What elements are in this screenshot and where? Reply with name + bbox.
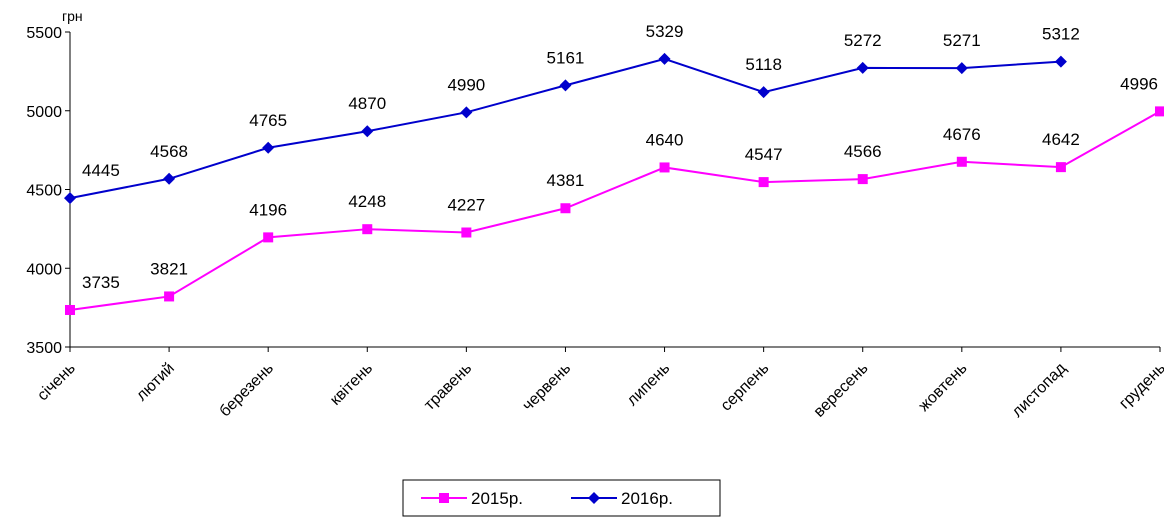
data-point [856, 61, 869, 74]
axes [69, 32, 1160, 348]
data-point [758, 177, 769, 188]
x-tick-label: лютий [133, 360, 178, 405]
data-point [361, 125, 374, 138]
data-point [164, 291, 175, 302]
x-tick-label: листопад [1009, 359, 1070, 420]
y-tick-label: 5000 [26, 104, 62, 121]
x-tick-label: березень [217, 360, 278, 421]
x-tick-label: грудень [1116, 360, 1164, 413]
series-0: 3735 3821 4196 4248 4227 4381 4640 4547 4566 4676… [65, 74, 1164, 315]
data-point [362, 224, 373, 235]
data-point [1055, 162, 1066, 173]
data-label: 4227 [447, 195, 485, 214]
x-tick-label: липень [624, 360, 674, 410]
data-point [659, 162, 670, 173]
data-label: 5272 [844, 31, 882, 50]
data-label: 5329 [646, 22, 684, 41]
x-tick-label: січень [34, 360, 79, 405]
data-label: 4765 [249, 111, 287, 130]
data-point [65, 304, 75, 315]
data-label: 5271 [943, 31, 981, 50]
data-label: 4445 [82, 161, 120, 180]
series-1: 4445 4568 4765 4870 4990 5161 5329 5118 5272 5271… [64, 22, 1080, 205]
y-tick-label: 4000 [26, 261, 62, 278]
y-axis-ticks: 3500 4000 4500 5000 5500 [26, 25, 70, 357]
legend-item: 2015р. [421, 489, 523, 508]
data-label: 4676 [943, 125, 981, 144]
data-label: 4547 [745, 145, 783, 164]
data-label: 3821 [150, 259, 188, 278]
x-tick-label: червень [519, 360, 574, 415]
data-label: 5161 [547, 48, 585, 67]
y-tick-label: 4500 [26, 183, 62, 200]
data-point [64, 192, 76, 205]
x-tick-label: вересень [811, 360, 872, 421]
data-point [1155, 106, 1164, 117]
data-label: 4990 [447, 75, 485, 94]
data-point [857, 174, 868, 185]
legend-item: 2016р. [571, 489, 673, 508]
legend-marker [588, 492, 600, 504]
data-point [461, 227, 472, 238]
data-label: 4640 [646, 130, 684, 149]
x-tick-label: серпень [718, 360, 773, 415]
data-label: 4381 [547, 171, 585, 190]
x-tick-label: жовтень [916, 360, 971, 415]
data-label: 4996 [1120, 74, 1158, 93]
x-axis-ticks: січень лютий березень квітень травень червень… [34, 347, 1164, 421]
data-label: 4642 [1042, 130, 1080, 149]
data-label: 4566 [844, 142, 882, 161]
data-label: 4568 [150, 142, 188, 161]
x-tick-label: квітень [327, 360, 376, 409]
data-label: 4196 [249, 200, 287, 219]
data-point [956, 156, 967, 167]
y-axis-unit-label: грн [62, 8, 83, 24]
data-label: 4248 [348, 192, 386, 211]
data-point [163, 172, 176, 185]
data-point [1054, 55, 1067, 68]
legend-marker [439, 493, 449, 503]
x-tick-label: травень [421, 360, 475, 414]
data-point [262, 141, 275, 154]
data-point [460, 106, 473, 119]
y-tick-label: 5500 [26, 25, 62, 42]
legend-label: 2015р. [471, 489, 523, 508]
data-label: 5118 [745, 55, 782, 74]
series-line [69, 110, 1161, 311]
data-point [560, 203, 571, 214]
data-point [263, 232, 274, 243]
data-point [658, 52, 671, 65]
data-point [757, 86, 770, 99]
data-label: 3735 [82, 273, 120, 292]
data-point [955, 62, 968, 75]
series-layer: 3735 3821 4196 4248 4227 4381 4640 4547 4566 4676… [64, 22, 1164, 315]
legend-label: 2016р. [621, 489, 673, 508]
data-label: 4870 [348, 94, 386, 113]
legend: 2015р. 2016р. [402, 479, 721, 517]
data-label: 5312 [1042, 25, 1080, 44]
data-point [559, 79, 572, 92]
y-tick-label: 3500 [26, 340, 62, 357]
